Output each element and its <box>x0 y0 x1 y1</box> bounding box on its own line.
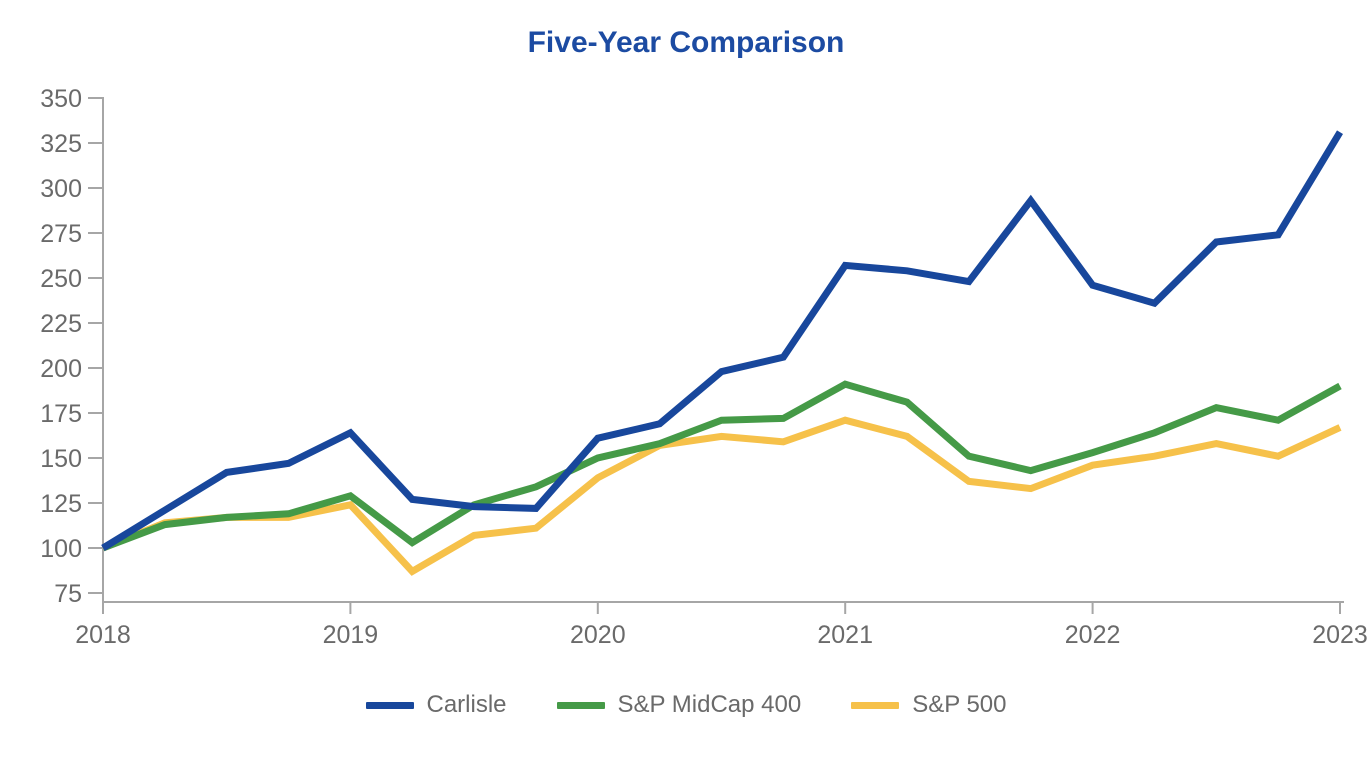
legend-item-sp-500: S&P 500 <box>851 691 1007 719</box>
sp-500-line-swatch <box>851 701 900 709</box>
x-tick-label: 2020 <box>570 621 626 649</box>
x-tick-label: 2018 <box>75 621 131 649</box>
y-tick-label: 200 <box>40 355 82 383</box>
y-tick-labels: 75 100 125 150 175 200 225 250 275 300 325 350 2018 2… <box>40 85 1368 649</box>
y-tick-label: 325 <box>40 130 82 158</box>
y-tick-label: 250 <box>40 265 82 293</box>
y-tick-label: 125 <box>40 490 82 518</box>
legend-label-sp-500: S&P 500 <box>912 691 1007 718</box>
x-tick-label: 2019 <box>323 621 379 649</box>
legend-label-carlisle: Carlisle <box>426 691 507 718</box>
legend-label-sp-midcap-400: S&P MidCap 400 <box>617 691 802 718</box>
axes <box>88 97 1344 614</box>
y-tick-label: 175 <box>40 400 82 428</box>
carlisle-line-swatch <box>365 701 414 709</box>
y-tick-label: 75 <box>54 580 82 608</box>
x-tick-label: 2021 <box>817 621 873 649</box>
legend-item-carlisle: Carlisle <box>365 691 507 719</box>
series-line-s-p-500 <box>101 416 1342 576</box>
y-tick-label: 275 <box>40 220 82 248</box>
y-tick-label: 350 <box>40 85 82 113</box>
x-tick-label: 2022 <box>1065 621 1121 649</box>
chart-title: Five-Year Comparison <box>527 26 845 59</box>
series-line-carlisle <box>101 130 1343 551</box>
series-line-s-p-midcap-400 <box>101 380 1342 552</box>
legend-item-sp-midcap-400: S&P MidCap 400 <box>556 691 802 719</box>
y-tick-label: 150 <box>40 445 82 473</box>
y-tick-label: 300 <box>40 175 82 203</box>
sp-midcap-400-line-swatch <box>556 701 605 709</box>
y-tick-label: 225 <box>40 310 82 338</box>
y-tick-label: 100 <box>40 535 82 563</box>
legend: Carlisle S&P MidCap 400 S&P 500 <box>0 691 1372 719</box>
x-tick-label: 2023 <box>1312 621 1368 649</box>
